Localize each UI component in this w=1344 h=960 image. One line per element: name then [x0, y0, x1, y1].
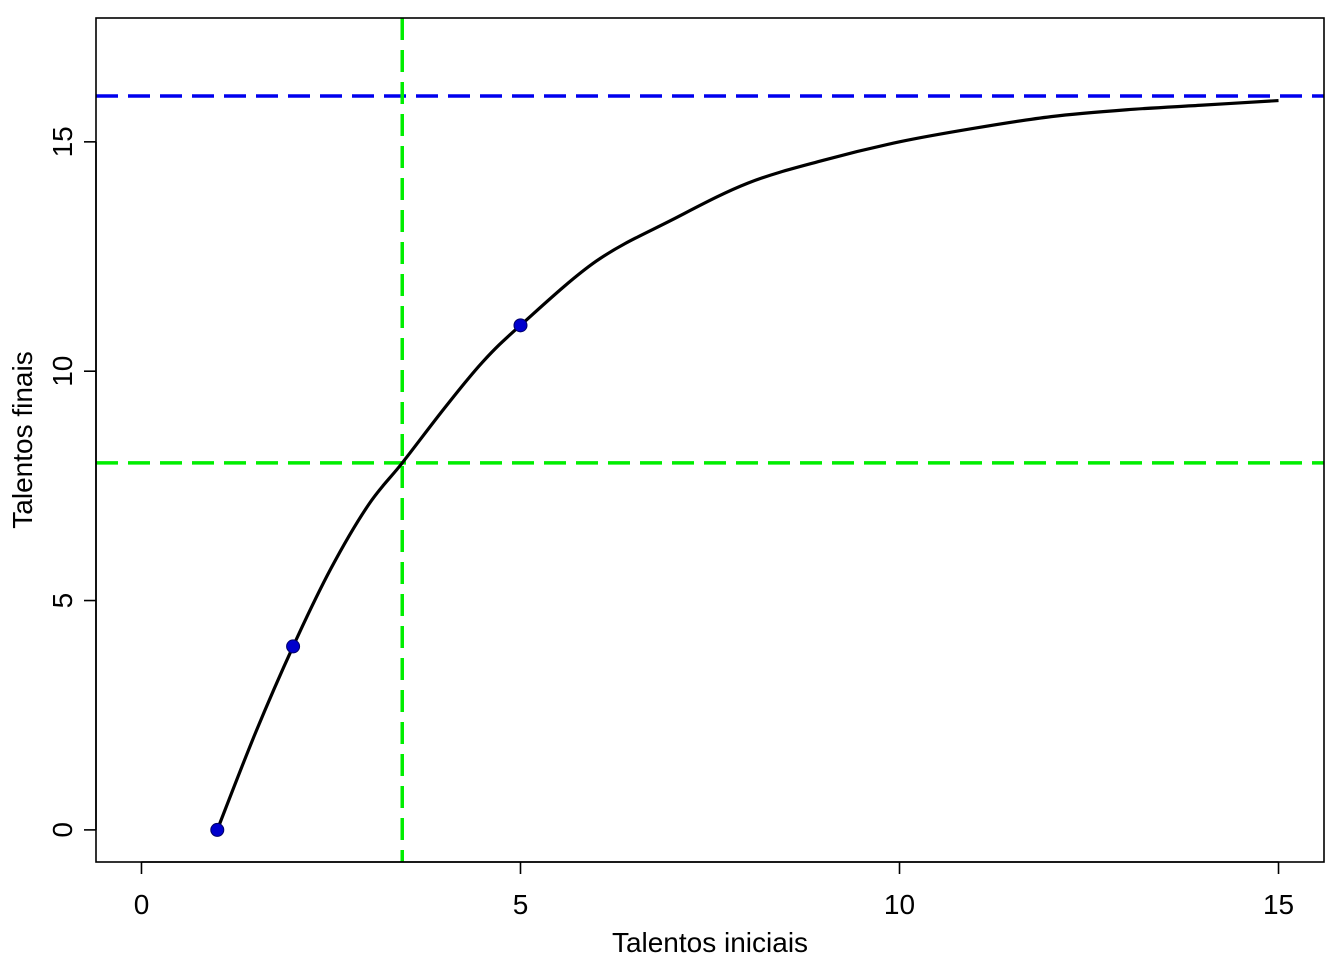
y-axis-title: Talentos finais: [7, 351, 38, 528]
data-point-2: [513, 318, 528, 333]
x-tick-label: 10: [884, 889, 915, 920]
curve-layer: [215, 98, 1279, 831]
curve-line: [215, 98, 1279, 831]
y-axis: 0 5 10 15: [47, 126, 97, 838]
y-tick-label: 15: [47, 126, 78, 157]
y-tick-label: 10: [47, 356, 78, 387]
data-point-0: [210, 822, 225, 837]
reference-lines: [96, 18, 1324, 862]
x-tick-label: 5: [513, 889, 529, 920]
x-tick-label: 15: [1263, 889, 1294, 920]
y-tick-label: 5: [47, 593, 78, 609]
y-tick-label: 0: [47, 822, 78, 838]
x-axis: 0 5 10 15: [134, 861, 1294, 920]
x-tick-label: 0: [134, 889, 150, 920]
plot-frame: [95, 17, 1325, 863]
data-point-1: [286, 639, 301, 654]
points-layer: [210, 318, 528, 837]
x-axis-title: Talentos iniciais: [612, 927, 808, 958]
